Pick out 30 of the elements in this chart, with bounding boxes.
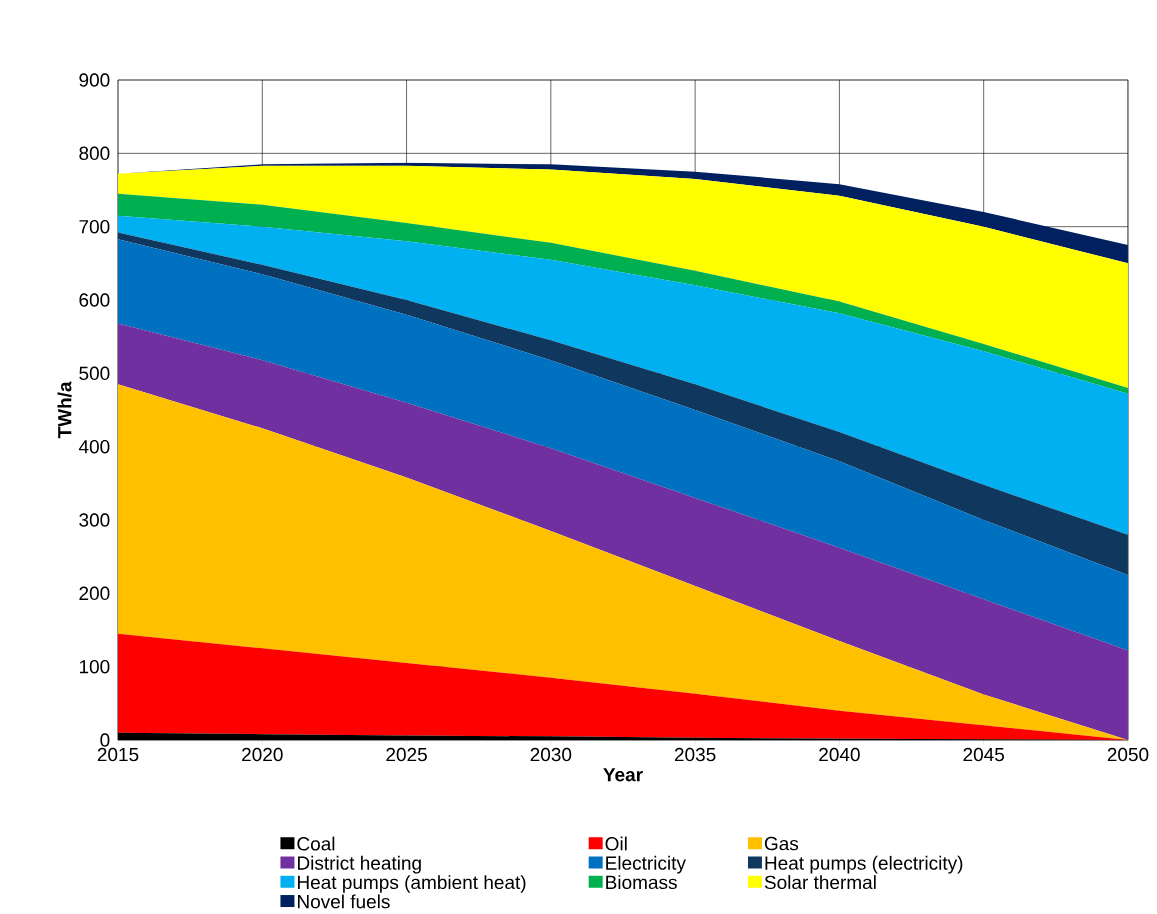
x-tick-label: 2050: [1107, 747, 1149, 762]
legend-label: Biomass: [606, 875, 677, 890]
y-tick-label: 400: [78, 440, 110, 454]
y-tick-label: 900: [79, 73, 110, 87]
y-axis-title: TWh/a: [57, 381, 72, 439]
y-tick-label: 700: [79, 220, 110, 234]
x-tick-label: 2015: [97, 747, 139, 762]
y-tick-label: 500: [79, 366, 110, 381]
legend-label: District heating: [298, 856, 421, 874]
legend-label: Electricity: [606, 856, 686, 874]
y-tick-label: 800: [79, 146, 110, 161]
x-axis-title: Year: [603, 768, 643, 782]
x-tick-label: 2030: [530, 747, 572, 762]
y-tick-label: 300: [79, 513, 110, 527]
legend-label: Heat pumps (electricity): [765, 856, 963, 874]
legend-label: Solar thermal: [764, 875, 876, 890]
y-tick-label: 600: [79, 293, 110, 307]
y-tick-label: 0: [100, 733, 110, 747]
x-tick-label: 2045: [963, 747, 1005, 762]
legend-label: Coal: [297, 836, 335, 851]
legend-label: Heat pumps (ambient heat): [298, 875, 526, 894]
x-tick-label: 2040: [819, 747, 860, 762]
x-tick-label: 2020: [242, 747, 283, 762]
x-tick-label: 2025: [386, 747, 427, 762]
legend-label: Novel fuels: [298, 894, 390, 909]
x-tick-label: 2035: [674, 747, 716, 762]
legend-label: Oil: [605, 836, 627, 851]
y-tick-label: 200: [79, 586, 110, 601]
legend-label: Gas: [764, 837, 799, 851]
y-tick-label: 100: [79, 660, 110, 674]
